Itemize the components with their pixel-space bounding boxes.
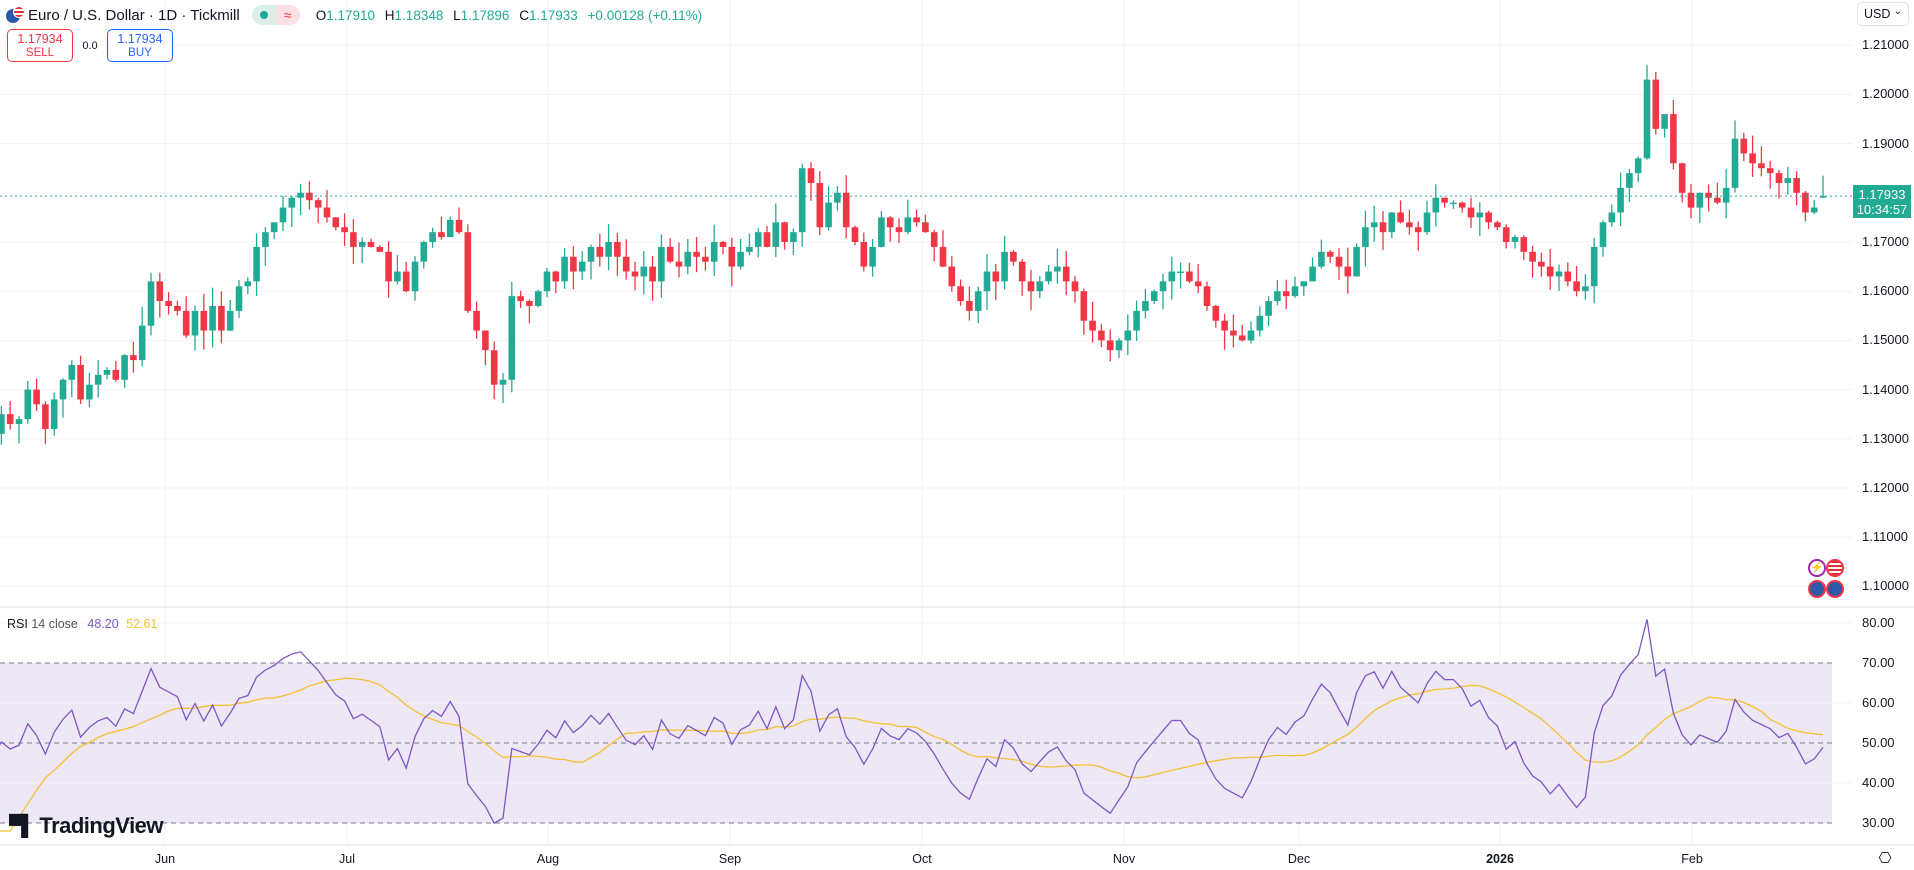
time-axis-label: Jul — [339, 852, 355, 866]
logo-text: TradingView — [39, 813, 164, 838]
rsi-axis-label: 70.00 — [1862, 655, 1895, 670]
currency-label: USD — [1864, 7, 1891, 21]
tradingview-logo-icon: ▀▌ — [9, 814, 35, 837]
bar-countdown: 10:34:57 — [1856, 202, 1908, 217]
eu-flag-event-icon-2[interactable] — [1826, 580, 1844, 598]
time-axis-label: Oct — [912, 852, 932, 866]
approx-icon: ≈ — [275, 5, 300, 25]
lightning-event-icon[interactable]: ⚡ — [1808, 559, 1826, 577]
time-axis-label: Nov — [1112, 852, 1136, 866]
ohlc-values: O1.17910 H1.18348 L1.17896 C1.17933 +0.0… — [310, 8, 702, 23]
price-axis-label: 1.10000 — [1862, 578, 1909, 594]
close-label: C — [519, 7, 529, 23]
price-axis-label: 1.13000 — [1862, 430, 1909, 446]
price-axis-label: 1.21000 — [1862, 37, 1909, 53]
buy-label: BUY — [128, 47, 152, 59]
eur-usd-flag-icon — [6, 6, 25, 24]
rsi-legend: RSI 14 close 48.20 52.61 — [7, 617, 157, 631]
settings-gear-icon[interactable]: ⎔ — [1878, 850, 1892, 867]
time-axis-label: Dec — [1287, 852, 1311, 866]
current-price: 1.17933 — [1858, 187, 1906, 202]
rsi-axis-label: 40.00 — [1862, 775, 1895, 790]
open-label: O — [315, 7, 327, 23]
time-axis-label: Jun — [154, 852, 176, 866]
us-flag-event-icon[interactable] — [1826, 559, 1844, 577]
price-axis-label: 1.12000 — [1862, 480, 1909, 495]
currency-select[interactable]: USD ⌄ — [1857, 2, 1909, 26]
rsi-ma-value: 52.61 — [126, 617, 158, 631]
rsi-name[interactable]: RSI — [7, 617, 28, 631]
price-axis-label: 1.15000 — [1862, 332, 1909, 348]
buy-price: 1.17934 — [117, 32, 163, 46]
change-value: +0.00128 (+0.11%) — [587, 7, 703, 23]
close-value: 1.17933 — [528, 7, 578, 23]
high-value: 1.18348 — [394, 7, 444, 23]
sell-button[interactable]: 1.17934 SELL — [7, 29, 73, 62]
low-value: 1.17896 — [460, 7, 510, 23]
time-axis-label: Feb — [1681, 852, 1703, 866]
rsi-params: 14 close — [31, 617, 78, 631]
time-axis-label: Sep — [718, 852, 742, 866]
price-axis-label: 1.14000 — [1862, 381, 1909, 397]
price-axis-label: 1.19000 — [1862, 135, 1909, 151]
market-open-dot-icon — [251, 5, 276, 25]
sell-label: SELL — [25, 47, 55, 59]
market-status-toggle[interactable]: ≈ — [251, 5, 300, 25]
symbol-title[interactable]: Euro / U.S. Dollar · 1D · Tickmill — [28, 6, 240, 24]
rsi-axis-label: 80.00 — [1862, 615, 1895, 630]
symbol-legend: Euro / U.S. Dollar · 1D · Tickmill ≈ O1.… — [6, 4, 702, 26]
time-axis-label: Aug — [536, 852, 560, 866]
time-axis-label: 2026 — [1486, 852, 1514, 866]
current-price-tag: 1.17933 10:34:57 — [1853, 185, 1911, 218]
eu-flag-event-icon[interactable] — [1808, 580, 1826, 598]
price-axis-label: 1.11000 — [1862, 529, 1909, 545]
spread-value: 0.0 — [82, 39, 98, 52]
price-axis-label: 1.17000 — [1862, 234, 1909, 249]
price-axis-label: 1.20000 — [1862, 86, 1909, 102]
rsi-axis-label: 50.00 — [1862, 735, 1895, 750]
high-label: H — [384, 7, 395, 23]
buy-button[interactable]: 1.17934 BUY — [107, 29, 173, 62]
tradingview-logo[interactable]: ▀▌ TradingView — [9, 813, 164, 839]
low-label: L — [453, 7, 461, 23]
trade-buttons: 1.17934 SELL 0.0 1.17934 BUY — [7, 29, 173, 62]
sell-price: 1.17934 — [17, 32, 63, 46]
open-value: 1.17910 — [326, 7, 376, 23]
rsi-value: 48.20 — [87, 617, 119, 631]
price-axis-label: 1.16000 — [1862, 283, 1909, 299]
chevron-down-icon: ⌄ — [1893, 6, 1902, 17]
rsi-axis-label: 60.00 — [1862, 695, 1895, 710]
rsi-axis-label: 30.00 — [1862, 815, 1895, 830]
